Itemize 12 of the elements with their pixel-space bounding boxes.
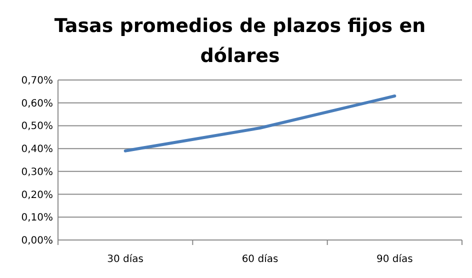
- y-tick-label: 0,40%: [21, 144, 53, 156]
- y-tick-label: 0,60%: [21, 98, 53, 110]
- chart-title: Tasas promedios de plazos fijos en dólares: [54, 15, 426, 67]
- y-tick-label: 0,70%: [21, 76, 53, 86]
- y-tick-label: 0,30%: [21, 166, 53, 178]
- x-tick-label: 90 días: [376, 254, 413, 265]
- y-tick-label: 0,00%: [21, 236, 53, 246]
- y-tick-label: 0,10%: [21, 212, 53, 224]
- x-tick-label: 60 días: [242, 254, 278, 265]
- y-tick-label: 0,20%: [21, 190, 53, 201]
- x-tick-label: 30 días: [107, 254, 144, 265]
- y-tick-label: 0,50%: [21, 121, 53, 132]
